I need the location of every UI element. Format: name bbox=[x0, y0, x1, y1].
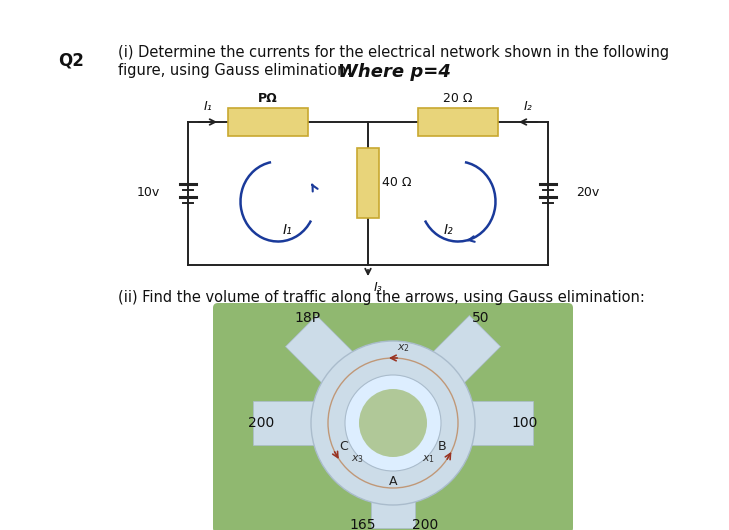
Text: 18P: 18P bbox=[295, 311, 321, 325]
Text: 10v: 10v bbox=[137, 187, 160, 199]
Text: I₁: I₁ bbox=[203, 100, 212, 113]
Circle shape bbox=[345, 375, 441, 471]
Polygon shape bbox=[253, 401, 393, 445]
Polygon shape bbox=[286, 315, 408, 438]
Bar bbox=[228, 108, 308, 136]
Bar bbox=[418, 108, 498, 136]
Circle shape bbox=[311, 341, 475, 505]
Text: $x_2$: $x_2$ bbox=[397, 342, 410, 354]
Polygon shape bbox=[371, 423, 415, 528]
Text: (i) Determine the currents for the electrical network shown in the following: (i) Determine the currents for the elect… bbox=[118, 45, 669, 60]
Text: PΩ: PΩ bbox=[258, 92, 278, 105]
Text: $x_3$: $x_3$ bbox=[351, 453, 364, 465]
Text: figure, using Gauss elimination:: figure, using Gauss elimination: bbox=[118, 63, 361, 78]
Text: 165: 165 bbox=[350, 518, 376, 530]
Text: $x_1$: $x_1$ bbox=[422, 453, 435, 465]
Text: 200: 200 bbox=[248, 416, 274, 430]
Text: 200: 200 bbox=[412, 518, 438, 530]
Text: 40 Ω: 40 Ω bbox=[382, 176, 411, 190]
Text: B: B bbox=[437, 440, 446, 454]
Text: I₃: I₃ bbox=[374, 281, 383, 294]
Text: C: C bbox=[340, 440, 348, 454]
Text: 100: 100 bbox=[512, 416, 538, 430]
Text: I₁: I₁ bbox=[283, 224, 293, 237]
Text: 50: 50 bbox=[472, 311, 490, 325]
Text: 20 Ω: 20 Ω bbox=[443, 92, 472, 105]
Circle shape bbox=[359, 389, 427, 457]
Bar bbox=[357, 148, 379, 218]
Text: (ii) Find the volume of traffic along the arrows, using Gauss elimination:: (ii) Find the volume of traffic along th… bbox=[118, 290, 645, 305]
Text: I₂: I₂ bbox=[443, 224, 453, 237]
Polygon shape bbox=[378, 315, 501, 438]
Text: Q2: Q2 bbox=[58, 52, 84, 70]
Polygon shape bbox=[393, 401, 533, 445]
Text: Where p=4: Where p=4 bbox=[338, 63, 451, 81]
FancyBboxPatch shape bbox=[213, 303, 573, 530]
Text: 20v: 20v bbox=[576, 187, 599, 199]
Text: A: A bbox=[389, 475, 397, 488]
Text: I₂: I₂ bbox=[523, 100, 532, 113]
